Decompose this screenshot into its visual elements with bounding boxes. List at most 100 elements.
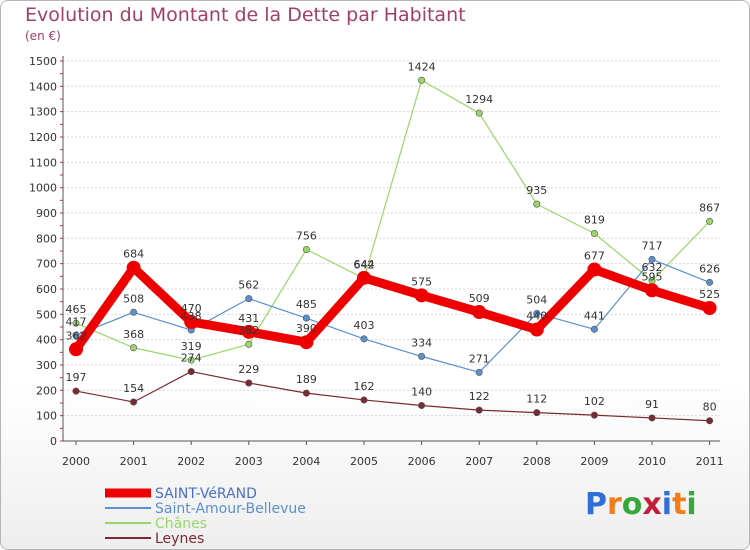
data-point <box>360 335 368 343</box>
data-label: 140 <box>411 386 432 399</box>
data-point <box>706 217 714 225</box>
data-label: 525 <box>699 288 720 301</box>
data-point <box>130 308 138 316</box>
y-tick-label: 1100 <box>29 156 57 169</box>
data-label: 382 <box>238 324 259 337</box>
data-label: 632 <box>642 261 663 274</box>
data-label: 112 <box>526 393 547 406</box>
data-point <box>299 335 314 350</box>
x-tick-label: 2003 <box>235 455 263 468</box>
data-label: 274 <box>181 352 202 365</box>
data-point <box>645 283 659 298</box>
data-point <box>475 109 483 117</box>
legend-label: Leynes <box>155 531 204 547</box>
y-tick-label: 300 <box>36 359 57 372</box>
data-point <box>587 262 602 277</box>
data-label: 756 <box>296 229 317 242</box>
data-point <box>72 331 80 339</box>
data-label: 197 <box>66 371 87 384</box>
data-point <box>533 200 541 208</box>
data-label: 819 <box>584 214 605 227</box>
data-label: 642 <box>354 258 375 271</box>
data-point <box>245 295 253 303</box>
x-tick-label: 2009 <box>580 455 608 468</box>
data-label: 229 <box>238 363 259 376</box>
data-label: 867 <box>699 201 720 214</box>
data-label: 575 <box>411 275 432 288</box>
data-label: 441 <box>584 309 605 322</box>
x-tick-label: 2005 <box>350 455 378 468</box>
data-label: 162 <box>354 380 375 393</box>
data-label: 595 <box>642 270 663 283</box>
data-label: 362 <box>66 329 87 342</box>
data-label: 440 <box>526 310 547 323</box>
y-tick-label: 1400 <box>29 80 57 93</box>
data-point <box>590 411 598 419</box>
series-line <box>72 263 711 352</box>
x-tick-label: 2007 <box>465 455 493 468</box>
y-tick-label: 900 <box>36 207 57 220</box>
y-tick-label: 100 <box>36 410 57 423</box>
data-point <box>418 352 426 360</box>
data-label: 626 <box>699 262 720 275</box>
y-tick-label: 700 <box>36 258 57 271</box>
data-point <box>130 398 138 406</box>
y-tick-label: 1300 <box>29 106 57 119</box>
y-tick-label: 1000 <box>29 182 57 195</box>
data-point <box>360 396 368 404</box>
data-label: 334 <box>411 336 432 349</box>
data-label: 319 <box>181 340 202 353</box>
data-point <box>533 309 541 317</box>
data-point <box>702 301 717 315</box>
legend-label: Chânes <box>155 516 207 532</box>
data-point <box>302 245 310 253</box>
y-tick-label: 1200 <box>29 131 57 144</box>
data-label: 390 <box>296 322 317 335</box>
data-point <box>472 305 487 320</box>
data-label: 271 <box>469 352 490 365</box>
data-label: 562 <box>238 279 259 292</box>
data-point <box>529 322 544 337</box>
data-point <box>418 402 426 410</box>
legend-label: Saint-Amour-Bellevue <box>155 501 306 517</box>
data-label: 644 <box>354 258 375 271</box>
data-point <box>648 255 656 263</box>
series-line <box>75 79 711 361</box>
data-point <box>72 319 80 327</box>
data-label: 122 <box>469 390 490 403</box>
data-label: 509 <box>469 292 490 305</box>
data-label: 485 <box>296 298 317 311</box>
data-point <box>130 344 138 352</box>
data-label: 504 <box>526 293 547 306</box>
data-point <box>187 356 195 364</box>
data-label: 154 <box>123 382 144 395</box>
chart-subtitle: (en €) <box>25 29 61 43</box>
data-label: 935 <box>526 184 547 197</box>
x-tick-label: 2008 <box>523 455 551 468</box>
data-point <box>302 314 310 322</box>
x-tick-label: 2010 <box>638 455 666 468</box>
data-label: 438 <box>181 310 202 323</box>
data-label: 717 <box>642 239 663 252</box>
y-tick-label: 0 <box>50 435 57 448</box>
x-tick-label: 2006 <box>408 455 436 468</box>
data-point <box>245 340 253 348</box>
legend-label: SAINT-VéRAND <box>155 486 257 502</box>
data-point <box>590 230 598 238</box>
x-tick-label: 2004 <box>292 455 320 468</box>
data-point <box>187 368 195 376</box>
data-point <box>706 417 714 425</box>
y-tick-label: 200 <box>36 384 57 397</box>
x-tick-label: 2002 <box>177 455 205 468</box>
data-label: 684 <box>123 248 144 261</box>
data-point <box>357 270 371 285</box>
data-point <box>126 260 141 275</box>
data-point <box>184 314 199 329</box>
data-label: 508 <box>123 292 144 305</box>
data-label: 368 <box>123 328 144 341</box>
data-point <box>302 389 310 397</box>
data-label: 102 <box>584 395 605 408</box>
data-point <box>706 278 714 286</box>
data-point <box>245 379 253 387</box>
